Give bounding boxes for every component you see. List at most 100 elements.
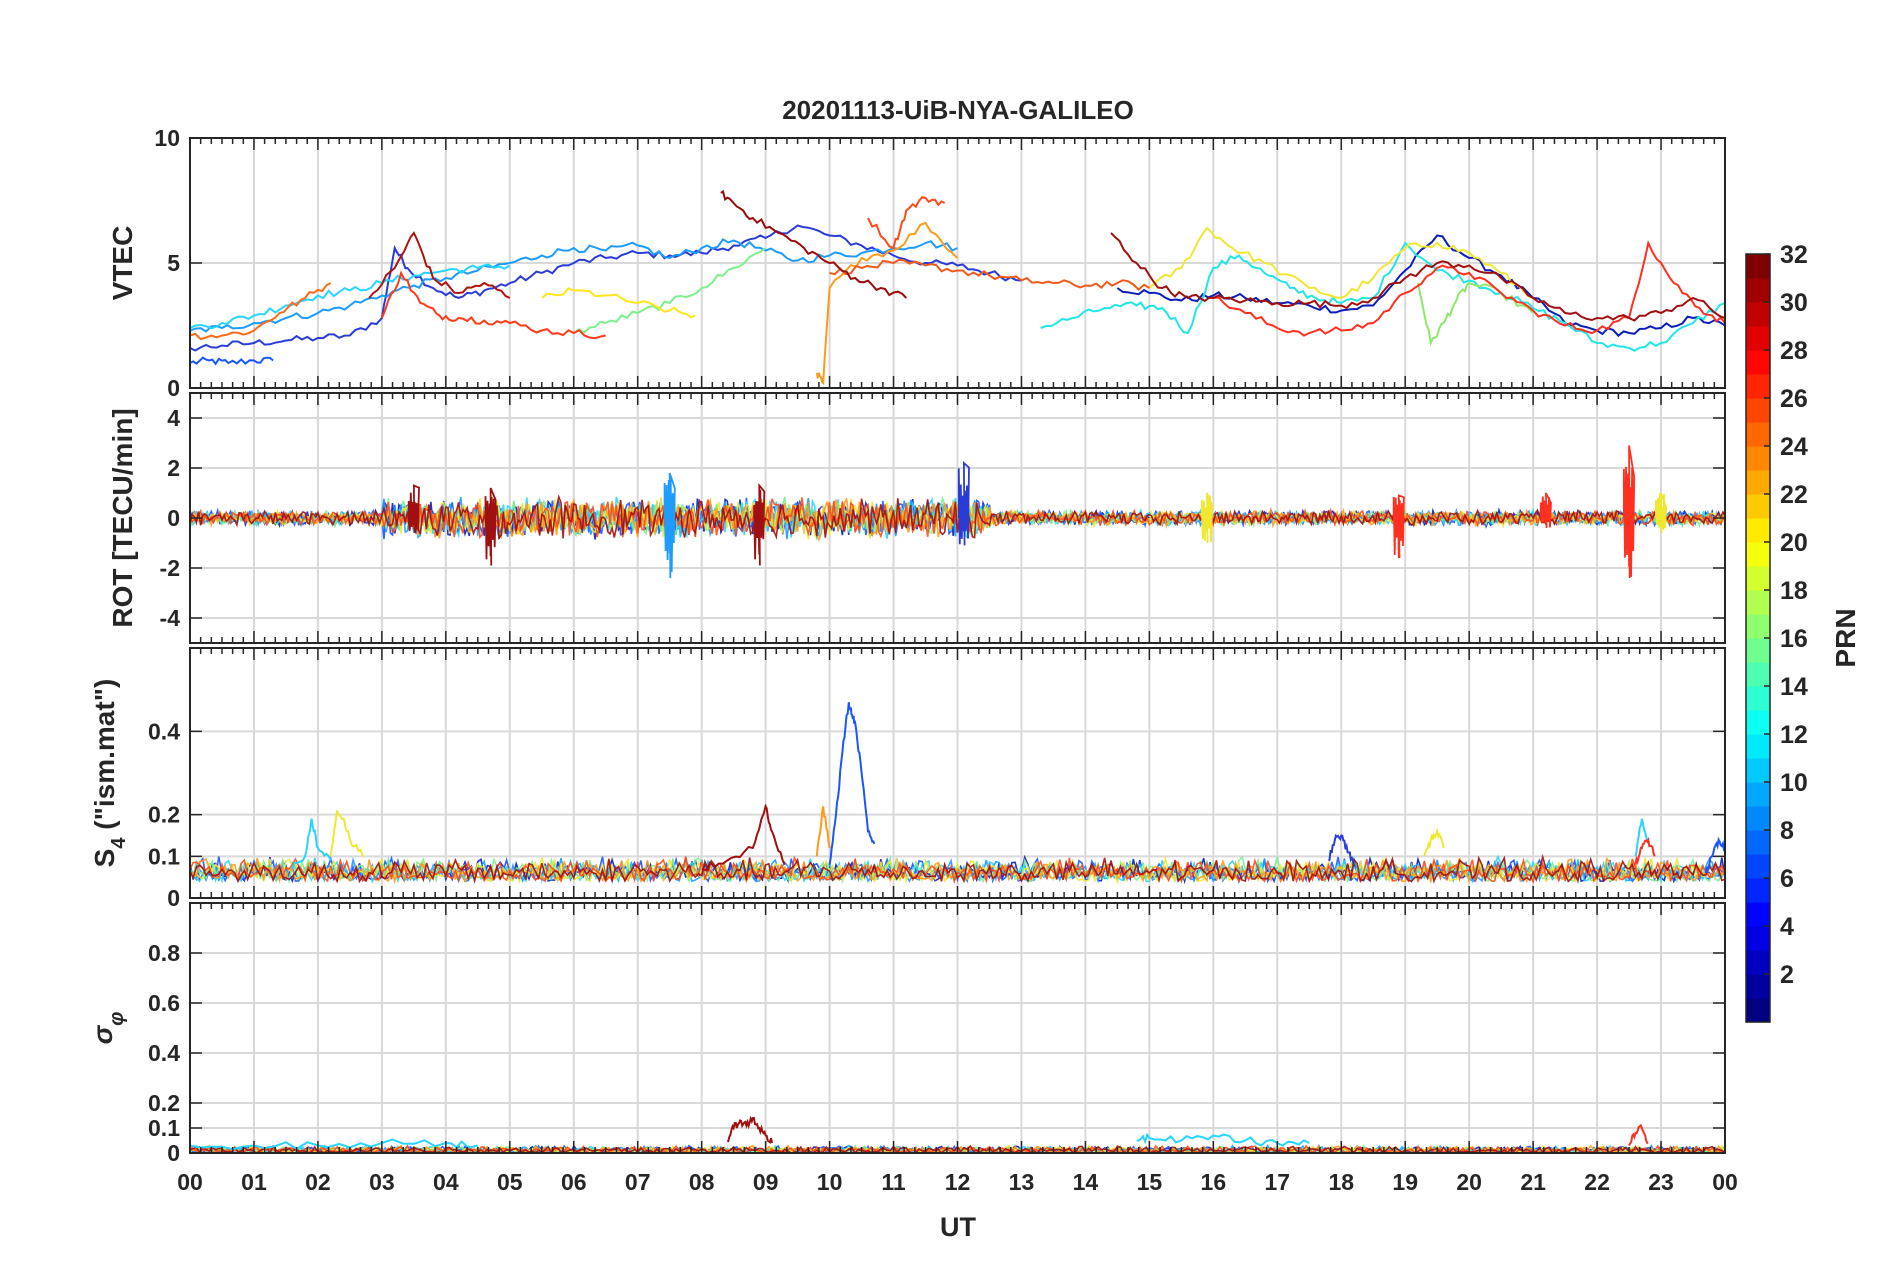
y-tick-label: 0.4 [148,1040,180,1066]
colorbar-segment [1746,734,1770,759]
colorbar-segment [1746,878,1770,903]
panel-s4: 0 0.1 0.2 0.4 S4 ("ism.mat") [89,647,1726,911]
colorbar-segment [1746,710,1770,735]
x-tick-label: 03 [369,1169,395,1195]
x-tick-label: 23 [1648,1169,1674,1195]
colorbar-segment [1746,974,1770,999]
y-tick-label: 0.6 [148,990,180,1016]
colorbar-segment [1746,758,1770,783]
colorbar-segment [1746,518,1770,543]
colorbar-tick-label: 26 [1780,385,1808,413]
y-tick-label: 4 [167,405,180,431]
x-tick-label: 00 [177,1169,203,1195]
x-tick-label: 12 [945,1169,971,1195]
colorbar-segment [1746,998,1770,1023]
colorbar-tick-label: 12 [1780,721,1808,749]
series-line [1148,226,1534,300]
y-tick-label: -2 [160,555,180,581]
series-line [190,356,274,366]
y-tick-label: 0.8 [148,940,180,966]
colorbar-tick-label: 28 [1780,337,1808,365]
y-tick-label: 2 [167,455,180,481]
colorbar-segment [1746,398,1770,423]
colorbar-segment [1746,446,1770,471]
plot-area [190,702,1725,885]
x-tick-label: 16 [1201,1169,1227,1195]
series-line [573,247,767,334]
colorbar-segment [1746,326,1770,351]
colorbar-tick-label: 6 [1780,865,1794,893]
colorbar-segment [1746,662,1770,687]
x-tick-label: 08 [689,1169,715,1195]
x-tick-label: 18 [1328,1169,1354,1195]
x-tick-label: 17 [1264,1169,1290,1195]
y-axis-label-vtec: VTEC [107,226,138,301]
colorbar-segment [1746,350,1770,375]
series-line [380,270,606,340]
colorbar-tick-label: 32 [1780,241,1808,269]
y-tick-label: 0 [167,885,180,911]
rot-spike [407,484,420,534]
x-tick-label: 01 [241,1169,267,1195]
colorbar-segment [1746,590,1770,615]
series-line [1040,241,1725,352]
series-line [291,818,332,870]
x-axis: 00 01 02 03 04 05 06 07 08 09 10 11 12 13 14 15 16 17 18 19… [177,1169,1738,1195]
x-tick-label: 05 [497,1169,523,1195]
colorbar-segment [1746,926,1770,951]
colorbar-tick-label: 10 [1780,769,1808,797]
y-axis-label-sub: 4 [108,837,130,849]
y-tick-label: -4 [160,605,181,631]
y-axis: -4 -2 0 2 4 [160,405,1725,631]
series-line [190,224,1022,352]
rot-spike [957,460,970,546]
y-axis-label-s4: S4 ("ism.mat") [89,679,130,868]
x-axis-label: UT [940,1212,976,1242]
colorbar-segment [1746,374,1770,399]
series-line [726,1115,773,1145]
series-line [720,189,908,299]
colorbar-tick-label: 18 [1780,577,1808,605]
x-tick-label: 09 [753,1169,779,1195]
chart-title: 20201113-UiB-NYA-GALILEO [782,95,1134,125]
y-tick-label: 5 [167,250,180,276]
y-tick-label: 0 [167,375,180,401]
series-line [1634,818,1650,857]
x-tick-label: 13 [1009,1169,1035,1195]
series-line [867,195,946,250]
baseline-series-line [190,855,1725,884]
y-tick-label: 0.1 [148,1115,180,1141]
rot-series-line [190,494,1725,541]
y-axis-label-main: S [89,849,120,868]
series-line [1423,827,1445,857]
y-axis: 0 0.1 0.2 0.4 [148,718,1725,911]
colorbar-segment [1746,494,1770,519]
x-tick-label: 06 [561,1169,587,1195]
series-line [1704,836,1725,874]
series-line [190,237,958,333]
x-tick-label: 21 [1520,1169,1546,1195]
series-line [368,231,511,299]
y-axis-label-sigma: σφ [87,1012,128,1045]
series-line [190,263,511,330]
x-tick-label: 07 [625,1169,651,1195]
colorbar-segment [1746,902,1770,927]
series-line [1328,833,1355,864]
colorbar-segment [1746,686,1770,711]
rot-spike [1539,492,1552,529]
series-line [828,702,876,865]
y-tick-label: 0.1 [148,843,180,869]
x-tick-label: 02 [305,1169,331,1195]
series-line [329,810,364,857]
rot-spike [1655,492,1668,534]
series-line [541,287,696,319]
colorbar-segment [1746,638,1770,663]
colorbar-tick-label: 4 [1780,913,1794,941]
colorbar-segment [1746,422,1770,447]
colorbar-tick-label: 20 [1780,529,1808,557]
x-tick-label: 15 [1137,1169,1163,1195]
x-tick-label: 00 [1712,1169,1738,1195]
x-tick-label: 10 [817,1169,843,1195]
